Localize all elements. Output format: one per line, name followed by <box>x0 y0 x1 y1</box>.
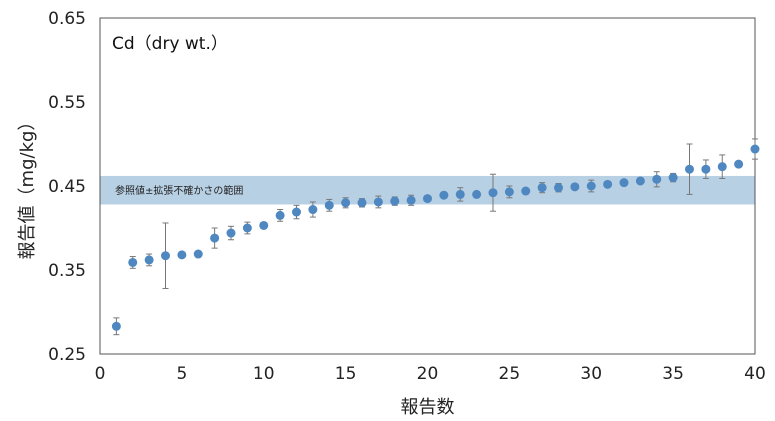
data-point <box>570 182 580 192</box>
x-tick-label: 40 <box>744 364 766 384</box>
y-tick-label: 0.55 <box>48 93 86 113</box>
y-axis-ticks: 0.25 0.35 0.45 0.55 0.65 <box>48 9 86 365</box>
data-point <box>390 196 400 206</box>
data-point <box>292 207 301 217</box>
y-tick-label: 0.45 <box>48 177 86 197</box>
data-point <box>144 255 154 265</box>
data-point <box>668 173 678 183</box>
data-point <box>111 321 121 331</box>
y-tick-label: 0.25 <box>48 345 86 365</box>
data-point <box>734 159 744 169</box>
data-point <box>537 183 547 193</box>
data-point <box>226 228 236 238</box>
data-point <box>488 188 498 198</box>
data-point <box>242 223 252 233</box>
x-tick-label: 20 <box>417 364 439 384</box>
data-point <box>210 233 220 243</box>
data-point <box>161 251 170 261</box>
x-tick-label: 5 <box>176 364 187 384</box>
data-point <box>750 144 760 154</box>
data-point <box>619 178 629 188</box>
data-point <box>275 210 285 220</box>
x-tick-label: 10 <box>253 364 275 384</box>
data-point <box>259 220 269 230</box>
data-point <box>717 162 727 172</box>
plot-frame <box>99 17 756 355</box>
data-point <box>521 186 531 196</box>
data-point <box>472 189 482 199</box>
data-point <box>554 183 563 193</box>
x-tick-label: 30 <box>580 364 602 384</box>
y-tick-label: 0.65 <box>48 9 86 29</box>
data-point <box>373 197 383 207</box>
x-tick-label: 0 <box>95 364 106 384</box>
data-point <box>324 200 334 210</box>
data-point <box>357 198 367 208</box>
data-point <box>406 195 416 205</box>
data-point <box>652 174 662 184</box>
reference-band-label: 参照値±拡張不確かさの範囲 <box>115 184 243 197</box>
data-point <box>603 179 613 189</box>
data-point <box>439 190 449 200</box>
data-point <box>177 250 187 260</box>
x-tick-label: 15 <box>335 364 357 384</box>
data-point <box>635 176 645 186</box>
data-points <box>111 144 760 331</box>
data-point <box>128 257 138 267</box>
data-point <box>586 181 596 191</box>
data-point <box>193 249 203 259</box>
x-tick-label: 25 <box>499 364 521 384</box>
x-axis-label: 報告数 <box>401 397 455 418</box>
data-point <box>701 164 711 174</box>
x-tick-label: 35 <box>662 364 684 384</box>
chart-title: Cd（dry wt.） <box>112 34 228 54</box>
data-point <box>455 189 465 199</box>
y-axis-label: 報告値（mg/kg） <box>17 113 38 260</box>
data-point <box>685 164 694 174</box>
data-point <box>341 198 351 208</box>
y-tick-label: 0.35 <box>48 261 86 281</box>
x-axis-ticks: 0 5 10 15 20 25 30 35 40 <box>95 364 766 384</box>
data-point <box>308 205 318 215</box>
data-point <box>504 187 514 197</box>
data-point <box>423 194 432 204</box>
